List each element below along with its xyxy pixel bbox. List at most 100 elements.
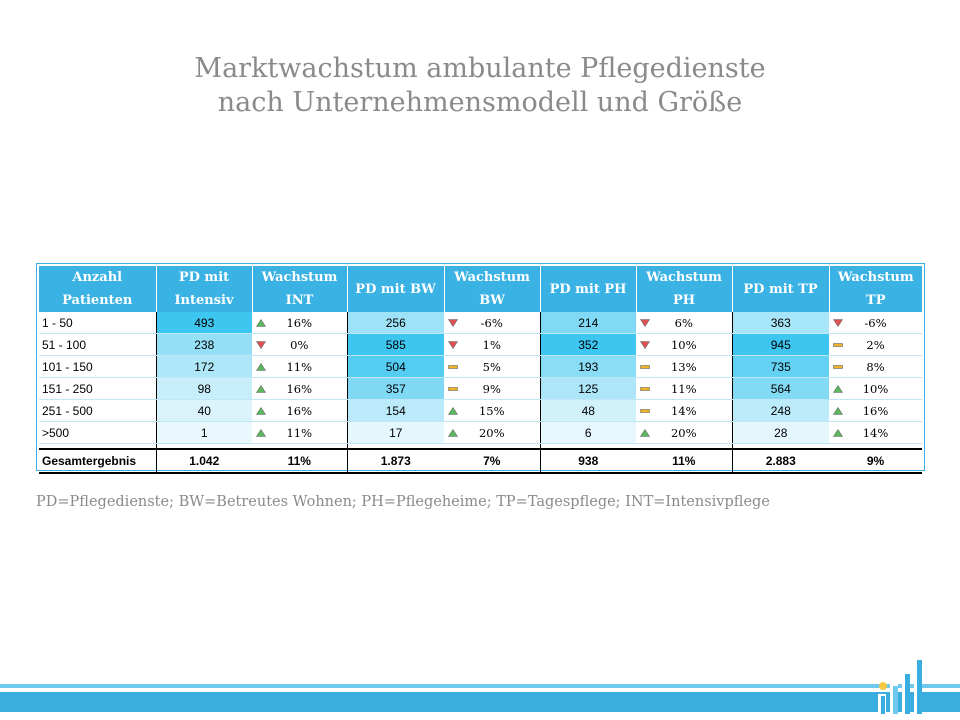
growth-value: 14% <box>670 403 697 418</box>
growth-value: 16% <box>862 403 889 418</box>
trend-up-icon <box>256 429 266 437</box>
growth-value: 9% <box>482 381 501 396</box>
trend-up-icon <box>640 429 650 437</box>
trend-flat-icon <box>833 343 843 347</box>
table-row: 51 - 100 238 0% 585 1% 352 10% 945 2% <box>39 333 922 356</box>
trend-down-icon <box>640 319 650 327</box>
column-header-line-2: Intensiv <box>174 293 234 308</box>
growth-value: 6% <box>674 315 693 330</box>
growth-cell-int: 0% <box>252 333 347 356</box>
table-spacer-row <box>39 443 922 449</box>
title-line-2: nach Unternehmensmodell und Größe <box>217 87 743 118</box>
growth-value: 20% <box>478 425 505 440</box>
growth-cell-tp: 8% <box>829 355 922 378</box>
column-header-6: Wachstum PH <box>635 266 732 312</box>
row-label: 251 - 500 <box>39 399 156 422</box>
value-cell-ph: 48 <box>539 399 636 422</box>
growth-cell-tp: -6% <box>829 312 922 334</box>
column-header-line-1: PD mit BW <box>355 281 436 297</box>
trend-up-icon <box>256 363 266 371</box>
column-header-line-1: Wachstum <box>454 270 530 285</box>
growth-value: 1% <box>482 337 501 352</box>
growth-table-frame: Anzahl Patienten PD mit Intensiv Wachstum INT… <box>36 263 925 474</box>
growth-table: Anzahl Patienten PD mit Intensiv Wachstum INT… <box>39 266 922 474</box>
growth-cell-bw: -6% <box>444 312 540 334</box>
trend-up-icon <box>448 407 458 415</box>
growth-cell-int: 16% <box>252 399 347 422</box>
growth-value: 10% <box>670 337 697 352</box>
trend-down-icon <box>256 341 266 349</box>
total-label: Gesamtergebnis <box>39 448 156 474</box>
value-cell-tp: 564 <box>731 377 829 400</box>
trend-flat-icon <box>640 409 650 413</box>
trend-down-icon <box>833 319 843 327</box>
value-cell-int: 40 <box>155 399 252 422</box>
table-row: 101 - 150 172 11% 504 5% 193 13% 735 8% <box>39 355 922 378</box>
growth-value: 16% <box>286 315 313 330</box>
trend-flat-icon <box>448 387 458 391</box>
trend-flat-icon <box>448 365 458 369</box>
total-value-ph: 938 <box>539 448 636 474</box>
growth-cell-int: 11% <box>252 355 347 378</box>
growth-value: 8% <box>866 359 885 374</box>
row-label: 101 - 150 <box>39 355 156 378</box>
growth-cell-tp: 14% <box>829 421 922 444</box>
value-cell-bw: 585 <box>346 333 444 356</box>
total-row: Gesamtergebnis 1.042 11% 1.873 7% 938 11% 2.883… <box>39 448 922 474</box>
trend-down-icon <box>448 341 458 349</box>
value-cell-ph: 214 <box>539 312 636 334</box>
growth-value: 10% <box>862 381 889 396</box>
growth-value: 2% <box>866 337 885 352</box>
row-label: 1 - 50 <box>39 312 156 334</box>
column-header-line-2: INT <box>285 293 314 308</box>
row-label: 151 - 250 <box>39 377 156 400</box>
value-cell-tp: 945 <box>731 333 829 356</box>
value-cell-bw: 504 <box>346 355 444 378</box>
row-label: 51 - 100 <box>39 333 156 356</box>
trend-up-icon <box>256 385 266 393</box>
total-value-bw: 1.873 <box>346 448 444 474</box>
growth-value: 11% <box>670 381 697 396</box>
total-value-tp: 2.883 <box>731 448 829 474</box>
column-header-7: PD mit TP <box>731 266 829 312</box>
growth-cell-ph: 10% <box>636 333 732 356</box>
trend-down-icon <box>640 341 650 349</box>
value-cell-int: 98 <box>155 377 252 400</box>
column-header-5: PD mit PH <box>539 266 636 312</box>
value-cell-ph: 125 <box>539 377 636 400</box>
value-cell-tp: 363 <box>731 312 829 334</box>
growth-value: 0% <box>290 337 309 352</box>
column-header-line-2: Patienten <box>62 293 133 308</box>
title-line-1: Marktwachstum ambulante Pflegedienste <box>194 53 766 84</box>
footer-stripe-thick <box>0 692 960 712</box>
column-header-line-2: TP <box>866 293 886 308</box>
growth-cell-tp: 10% <box>829 377 922 400</box>
value-cell-int: 238 <box>155 333 252 356</box>
column-header-4: Wachstum BW <box>443 266 540 312</box>
growth-value: 13% <box>670 359 697 374</box>
table-header-row: Anzahl Patienten PD mit Intensiv Wachstum INT… <box>39 266 922 312</box>
column-header-line-1: Anzahl <box>72 270 123 285</box>
column-header-line-1: Wachstum <box>261 270 338 285</box>
column-header-line-1: Wachstum <box>837 270 914 285</box>
value-cell-ph: 193 <box>539 355 636 378</box>
growth-cell-tp: 2% <box>829 333 922 356</box>
column-header-1: PD mit Intensiv <box>155 266 252 312</box>
trend-up-icon <box>833 385 843 393</box>
trend-flat-icon <box>640 365 650 369</box>
growth-value: 16% <box>286 381 313 396</box>
value-cell-bw: 17 <box>346 421 444 444</box>
spacer-cell <box>539 443 636 449</box>
spacer-cell <box>346 443 444 449</box>
value-cell-bw: 154 <box>346 399 444 422</box>
column-header-line-1: Wachstum <box>646 270 722 285</box>
value-cell-ph: 352 <box>539 333 636 356</box>
growth-value: -6% <box>864 315 887 330</box>
growth-cell-ph: 13% <box>636 355 732 378</box>
trend-up-icon <box>256 319 266 327</box>
growth-cell-bw: 5% <box>444 355 540 378</box>
column-header-0: Anzahl Patienten <box>39 266 156 312</box>
trend-up-icon <box>833 407 843 415</box>
growth-cell-ph: 6% <box>636 312 732 334</box>
column-header-line-2: PH <box>672 293 696 308</box>
